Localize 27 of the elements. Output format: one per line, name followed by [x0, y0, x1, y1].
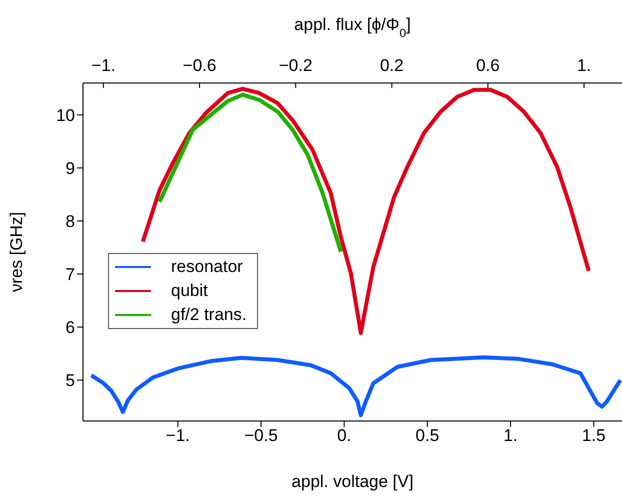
x2-tick-label: 1. [576, 56, 592, 75]
x2-tick-label: 0.2 [380, 56, 404, 75]
legend-label: resonator [171, 256, 243, 278]
x-axis-title: appl. voltage [V] [292, 472, 414, 491]
x-tick-label: 1.5 [582, 426, 606, 446]
y-tick-label: 7 [66, 265, 75, 284]
x-tick-label: 0. [337, 426, 352, 446]
y-tick-label: 6 [66, 318, 75, 338]
line-series [140, 86, 591, 335]
y-tick-label: 10 [56, 106, 75, 125]
x2-tick-label: 0.6 [476, 56, 500, 75]
y-axis-title: νres [GHz] [7, 212, 26, 292]
legend-label: gf/2 trans. [171, 304, 247, 326]
x-tick-label: 1. [503, 426, 518, 446]
legend-label: qubit [171, 280, 208, 302]
x-tick-label: 0.5 [416, 426, 440, 446]
line-series [158, 92, 343, 254]
x2-tick-label: −0.2 [278, 56, 312, 75]
x2-tick-label: −1. [91, 56, 116, 75]
y-tick-label: 5 [66, 371, 75, 390]
y-tick-label: 8 [66, 212, 75, 231]
x2-tick-label: −0.6 [182, 56, 216, 75]
x-tick-label: −0.5 [244, 426, 278, 446]
x2-axis-title: appl. flux [ϕ/Φ$_{0}$] [294, 15, 411, 40]
y-tick-label: 9 [66, 158, 75, 178]
x-tick-label: −1. [166, 426, 190, 446]
line-series [89, 355, 622, 418]
